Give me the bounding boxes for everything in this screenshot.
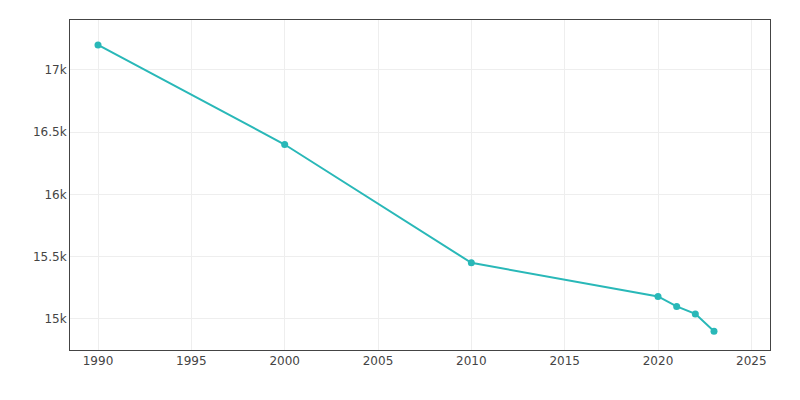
svg-text:1995: 1995 (176, 354, 207, 368)
svg-text:2015: 2015 (549, 354, 580, 368)
svg-text:16.5k: 16.5k (33, 125, 67, 139)
svg-text:2020: 2020 (643, 354, 674, 368)
svg-text:2010: 2010 (456, 354, 487, 368)
svg-text:2000: 2000 (269, 354, 300, 368)
svg-text:16k: 16k (44, 188, 66, 202)
svg-text:15.5k: 15.5k (33, 250, 67, 264)
svg-text:2005: 2005 (363, 354, 394, 368)
svg-text:1990: 1990 (83, 354, 114, 368)
svg-text:2025: 2025 (736, 354, 767, 368)
svg-text:15k: 15k (44, 312, 66, 326)
svg-text:17k: 17k (44, 63, 66, 77)
